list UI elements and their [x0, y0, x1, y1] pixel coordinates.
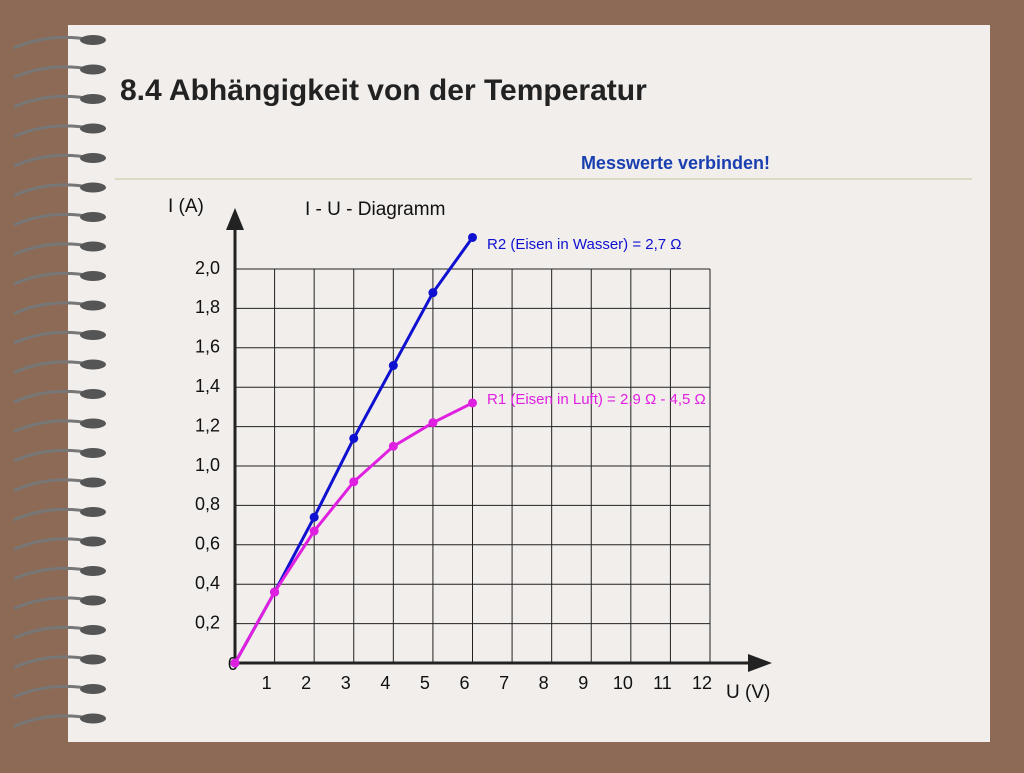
spiral-binding	[13, 35, 106, 728]
note: Messwerte verbinden!	[581, 153, 770, 173]
x-tick-label: 11	[653, 673, 672, 693]
y-arrow	[226, 208, 244, 230]
paper	[68, 25, 990, 742]
data-point	[309, 512, 319, 522]
y-tick-label: 2,0	[195, 258, 220, 278]
x-tick-label: 7	[499, 673, 509, 693]
data-point	[349, 433, 359, 443]
ring-end	[80, 389, 106, 399]
ring-end	[80, 330, 106, 340]
data-point	[349, 477, 359, 487]
y-axis-label: I (A)	[168, 196, 204, 217]
data-point	[230, 658, 240, 668]
y-tick-label: 0,4	[195, 573, 220, 593]
ring-end	[80, 153, 106, 163]
ring-end	[80, 94, 106, 104]
y-tick-label: 1,0	[195, 455, 220, 475]
ring-end	[80, 212, 106, 222]
y-tick-label: 0,2	[195, 612, 220, 632]
slide-title: 8.4 Abhängigkeit von der Temperatur	[120, 74, 647, 107]
ring-end	[80, 300, 106, 311]
ring-end	[80, 64, 106, 75]
ring-end	[80, 625, 106, 635]
x-tick-label: 3	[341, 673, 351, 693]
x-axis-label: U (V)	[726, 682, 770, 703]
ring-end	[80, 359, 106, 370]
data-point	[270, 587, 280, 597]
x-tick-label: 2	[301, 673, 311, 693]
ring-end	[80, 448, 106, 458]
ring-end	[80, 182, 106, 193]
ring-end	[80, 507, 106, 517]
x-tick-label: 1	[262, 673, 272, 693]
legend-entry: R1 (Eisen in Luft) = 2,9 Ω - 4,5 Ω	[487, 391, 706, 408]
x-tick-label: 9	[578, 673, 588, 693]
y-tick-label: 1,6	[195, 337, 220, 357]
ring-end	[80, 713, 106, 724]
ring-end	[80, 566, 106, 576]
ring-end	[80, 241, 106, 252]
ring-end	[80, 595, 106, 606]
data-point	[309, 526, 319, 536]
data-point	[388, 441, 398, 451]
x-tick-label: 4	[380, 673, 390, 693]
data-point	[428, 418, 438, 428]
x-tick-label: 10	[613, 673, 633, 693]
x-tick-label: 5	[420, 673, 430, 693]
x-tick-label: 8	[539, 673, 549, 693]
ring-end	[80, 418, 106, 429]
plot: 00,20,40,60,81,01,21,41,61,82,0123456789…	[195, 208, 772, 693]
y-tick-label: 1,8	[195, 297, 220, 317]
ring-end	[80, 684, 106, 694]
y-tick-label: 0,6	[195, 534, 220, 554]
data-point	[388, 361, 398, 371]
y-tick-label: 1,2	[195, 415, 220, 435]
ring-end	[80, 654, 106, 665]
y-tick-label: 0,8	[195, 494, 220, 514]
chart-title: I - U - Diagramm	[305, 199, 445, 220]
ring-end	[80, 123, 106, 134]
x-arrow	[748, 654, 772, 672]
data-point	[468, 398, 477, 408]
legend-entry: R2 (Eisen in Wasser) = 2,7 Ω	[487, 236, 681, 253]
x-tick-label: 12	[692, 673, 712, 693]
ring-end	[80, 35, 106, 45]
ring-end	[80, 477, 106, 488]
data-point	[428, 288, 438, 298]
ring-end	[80, 271, 106, 281]
ring-end	[80, 536, 106, 547]
y-tick-label: 1,4	[195, 376, 220, 396]
x-tick-label: 6	[459, 673, 469, 693]
data-point	[468, 232, 477, 242]
